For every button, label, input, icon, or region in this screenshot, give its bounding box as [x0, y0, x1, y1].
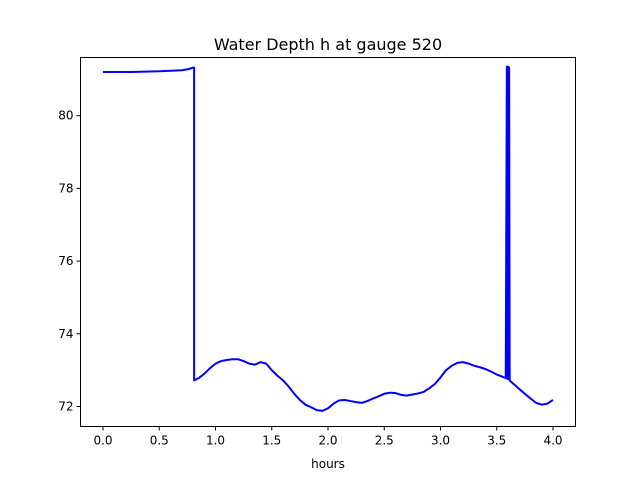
- chart-title: Water Depth h at gauge 520: [214, 35, 442, 54]
- x-tick-label: 0.5: [150, 434, 169, 448]
- series-layer: [103, 65, 554, 412]
- x-axis-ticks: 0.0 0.5 1.0 1.5 2.0 2.5 3.0 3.5 4.0: [93, 426, 563, 448]
- x-tick-label: 3.5: [487, 434, 506, 448]
- x-tick-label: 1.5: [262, 434, 281, 448]
- y-tick-label: 80: [58, 109, 73, 123]
- x-tick-label: 3.0: [431, 434, 450, 448]
- y-axis-ticks: 72 74 76 78 80: [58, 109, 81, 414]
- y-tick-label: 76: [58, 254, 73, 268]
- x-tick-label: 2.5: [375, 434, 394, 448]
- x-tick-label: 0.0: [93, 434, 112, 448]
- x-tick-label: 2.0: [318, 434, 337, 448]
- plot-area-frame: [80, 57, 576, 427]
- y-tick-label: 74: [58, 327, 73, 341]
- y-tick-label: 78: [58, 181, 73, 195]
- y-tick-label: 72: [58, 400, 73, 414]
- series-line: [103, 65, 554, 412]
- x-tick-label: 4.0: [543, 434, 562, 448]
- x-axis-label: hours: [311, 457, 345, 471]
- x-tick-label: 1.0: [206, 434, 225, 448]
